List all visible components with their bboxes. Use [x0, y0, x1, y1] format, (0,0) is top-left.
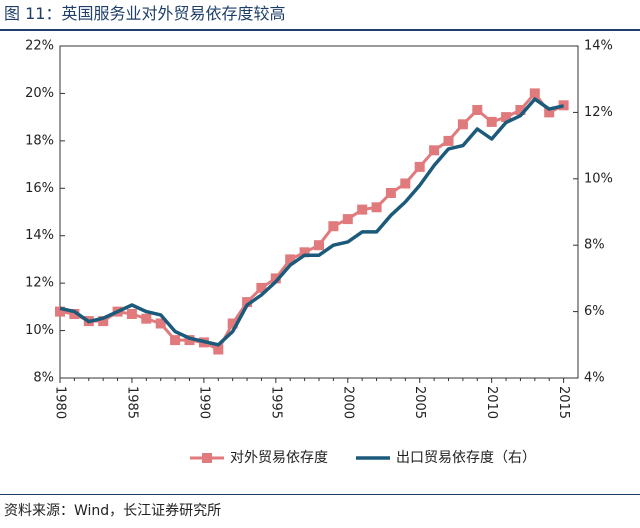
- data-point-trade-dependence: [544, 107, 555, 118]
- x-tick-label: 1995: [268, 386, 283, 419]
- data-point-trade-dependence: [457, 119, 468, 130]
- data-point-trade-dependence: [242, 297, 253, 308]
- x-tick-label: 1990: [196, 386, 211, 419]
- data-point-trade-dependence: [314, 240, 324, 251]
- right-tick-label: 6%: [584, 304, 605, 319]
- legend: 对外贸易依存度 出口贸易依存度（右）: [190, 450, 536, 466]
- x-tick-label: 2015: [556, 386, 571, 419]
- data-point-trade-dependence: [184, 335, 195, 346]
- left-tick-label: 18%: [25, 133, 54, 148]
- data-point-trade-dependence: [472, 105, 483, 115]
- data-point-trade-dependence: [443, 135, 454, 146]
- legend-label-trade: 对外贸易依存度: [230, 450, 328, 466]
- left-tick-label: 16%: [25, 181, 54, 196]
- right-tick-label: 4%: [584, 371, 605, 386]
- data-point-trade-dependence: [299, 247, 310, 258]
- data-point-trade-dependence: [213, 344, 224, 355]
- data-point-trade-dependence: [357, 204, 368, 215]
- data-point-trade-dependence: [400, 178, 411, 189]
- left-axis-ticks: 8% 10% 12% 14% 16% 18% 20% 22%: [25, 39, 65, 386]
- data-point-trade-dependence: [285, 254, 296, 265]
- x-tick-label: 2005: [412, 386, 427, 419]
- series-layer: [55, 88, 569, 355]
- series-line-export-dependence: [59, 97, 564, 347]
- left-tick-label: 8%: [33, 371, 54, 386]
- data-point-trade-dependence: [414, 161, 425, 172]
- legend-swatch-trade-marker: [202, 453, 212, 463]
- data-point-trade-dependence: [69, 309, 80, 319]
- data-point-trade-dependence: [529, 88, 540, 99]
- left-tick-label: 20%: [25, 86, 54, 101]
- x-tick-label: 2010: [484, 386, 499, 419]
- right-tick-label: 8%: [584, 238, 605, 253]
- data-point-trade-dependence: [256, 282, 267, 293]
- data-point-trade-dependence: [328, 221, 339, 232]
- left-tick-label: 10%: [25, 323, 54, 338]
- x-tick-label: 2000: [340, 386, 355, 419]
- data-point-trade-dependence: [270, 273, 281, 284]
- x-axis-ticks: 1980 1985 1990 1995 2000 2005 2010 2015: [53, 378, 571, 419]
- data-point-trade-dependence: [501, 112, 512, 123]
- data-point-trade-dependence: [486, 116, 497, 127]
- data-point-trade-dependence: [385, 188, 396, 198]
- data-point-trade-dependence: [170, 335, 181, 346]
- source-divider: [0, 494, 640, 495]
- title-divider: [0, 29, 640, 31]
- source-note: 资料来源：Wind，长江证券研究所: [4, 503, 222, 519]
- data-point-trade-dependence: [371, 202, 382, 213]
- right-tick-label: 10%: [584, 171, 613, 186]
- left-tick-label: 12%: [25, 276, 54, 291]
- legend-label-export: 出口贸易依存度（右）: [396, 450, 536, 466]
- left-tick-label: 14%: [25, 228, 54, 243]
- right-tick-label: 14%: [584, 39, 613, 54]
- data-point-trade-dependence: [342, 214, 353, 225]
- data-point-trade-dependence: [141, 313, 152, 324]
- data-point-trade-dependence: [126, 309, 137, 319]
- x-tick-label: 1985: [124, 386, 139, 419]
- figure-title: 图 11：英国服务业对外贸易依存度较高: [4, 4, 286, 23]
- data-point-trade-dependence: [515, 105, 526, 115]
- data-point-trade-dependence: [155, 318, 166, 329]
- right-axis-ticks: 4% 6% 8% 10% 12% 14%: [573, 39, 613, 386]
- data-point-trade-dependence: [55, 306, 65, 317]
- x-tick-label: 1980: [53, 386, 68, 419]
- data-point-trade-dependence: [558, 100, 569, 111]
- data-point-trade-dependence: [429, 145, 440, 156]
- left-tick-label: 22%: [25, 39, 54, 54]
- plot-frame: [59, 45, 579, 379]
- data-point-trade-dependence: [98, 316, 109, 327]
- right-tick-label: 12%: [584, 105, 613, 120]
- data-point-trade-dependence: [227, 318, 238, 329]
